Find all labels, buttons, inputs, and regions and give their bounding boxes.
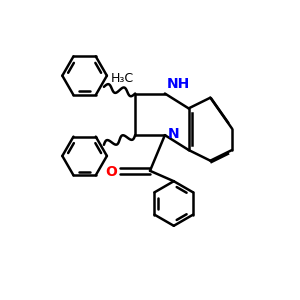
Text: H₃C: H₃C [110, 72, 134, 85]
Text: N: N [168, 127, 179, 141]
Text: NH: NH [166, 76, 190, 91]
Text: O: O [105, 165, 117, 179]
